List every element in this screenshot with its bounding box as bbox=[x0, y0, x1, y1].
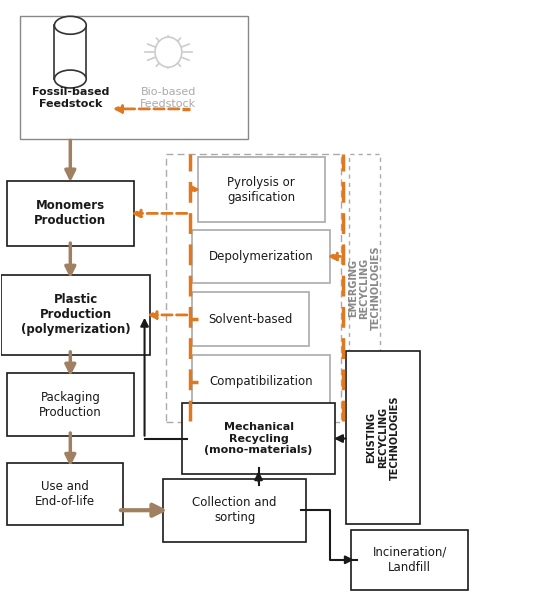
Text: Use and
End-of-life: Use and End-of-life bbox=[35, 480, 95, 508]
FancyBboxPatch shape bbox=[192, 355, 330, 409]
Text: EMERGING
RECYCLING
TECHNOLOGIES: EMERGING RECYCLING TECHNOLOGIES bbox=[348, 246, 381, 331]
Text: Depolymerization: Depolymerization bbox=[209, 250, 313, 263]
FancyBboxPatch shape bbox=[163, 479, 306, 542]
Text: Mechanical
Recycling
(mono-materials): Mechanical Recycling (mono-materials) bbox=[204, 422, 313, 455]
FancyBboxPatch shape bbox=[20, 16, 248, 139]
Text: Packaging
Production: Packaging Production bbox=[39, 391, 102, 419]
FancyBboxPatch shape bbox=[2, 275, 150, 355]
Text: Solvent-based: Solvent-based bbox=[208, 313, 293, 326]
Text: Bio-based
Feedstock: Bio-based Feedstock bbox=[140, 88, 197, 109]
FancyBboxPatch shape bbox=[351, 530, 468, 590]
Circle shape bbox=[155, 37, 182, 67]
Text: Compatibilization: Compatibilization bbox=[209, 376, 313, 388]
FancyBboxPatch shape bbox=[7, 373, 134, 436]
Text: Fossil-based
Feedstock: Fossil-based Feedstock bbox=[31, 88, 109, 109]
Ellipse shape bbox=[54, 70, 86, 88]
Text: Plastic
Production
(polymerization): Plastic Production (polymerization) bbox=[21, 293, 131, 337]
Text: Collection and
sorting: Collection and sorting bbox=[192, 496, 277, 524]
FancyBboxPatch shape bbox=[192, 230, 330, 283]
Text: Incineration/
Landfill: Incineration/ Landfill bbox=[373, 546, 447, 574]
Bar bbox=[54, 25, 86, 79]
Ellipse shape bbox=[54, 16, 86, 34]
Text: Pyrolysis or
gasification: Pyrolysis or gasification bbox=[227, 176, 295, 203]
Text: EXISTING
RECYCLING
TECHNOLOGIES: EXISTING RECYCLING TECHNOLOGIES bbox=[367, 395, 400, 479]
FancyBboxPatch shape bbox=[182, 403, 335, 475]
Text: Monomers
Production: Monomers Production bbox=[34, 199, 107, 227]
FancyBboxPatch shape bbox=[198, 157, 325, 223]
FancyBboxPatch shape bbox=[346, 351, 420, 524]
FancyBboxPatch shape bbox=[7, 181, 134, 246]
FancyBboxPatch shape bbox=[192, 292, 309, 346]
FancyBboxPatch shape bbox=[7, 463, 123, 526]
